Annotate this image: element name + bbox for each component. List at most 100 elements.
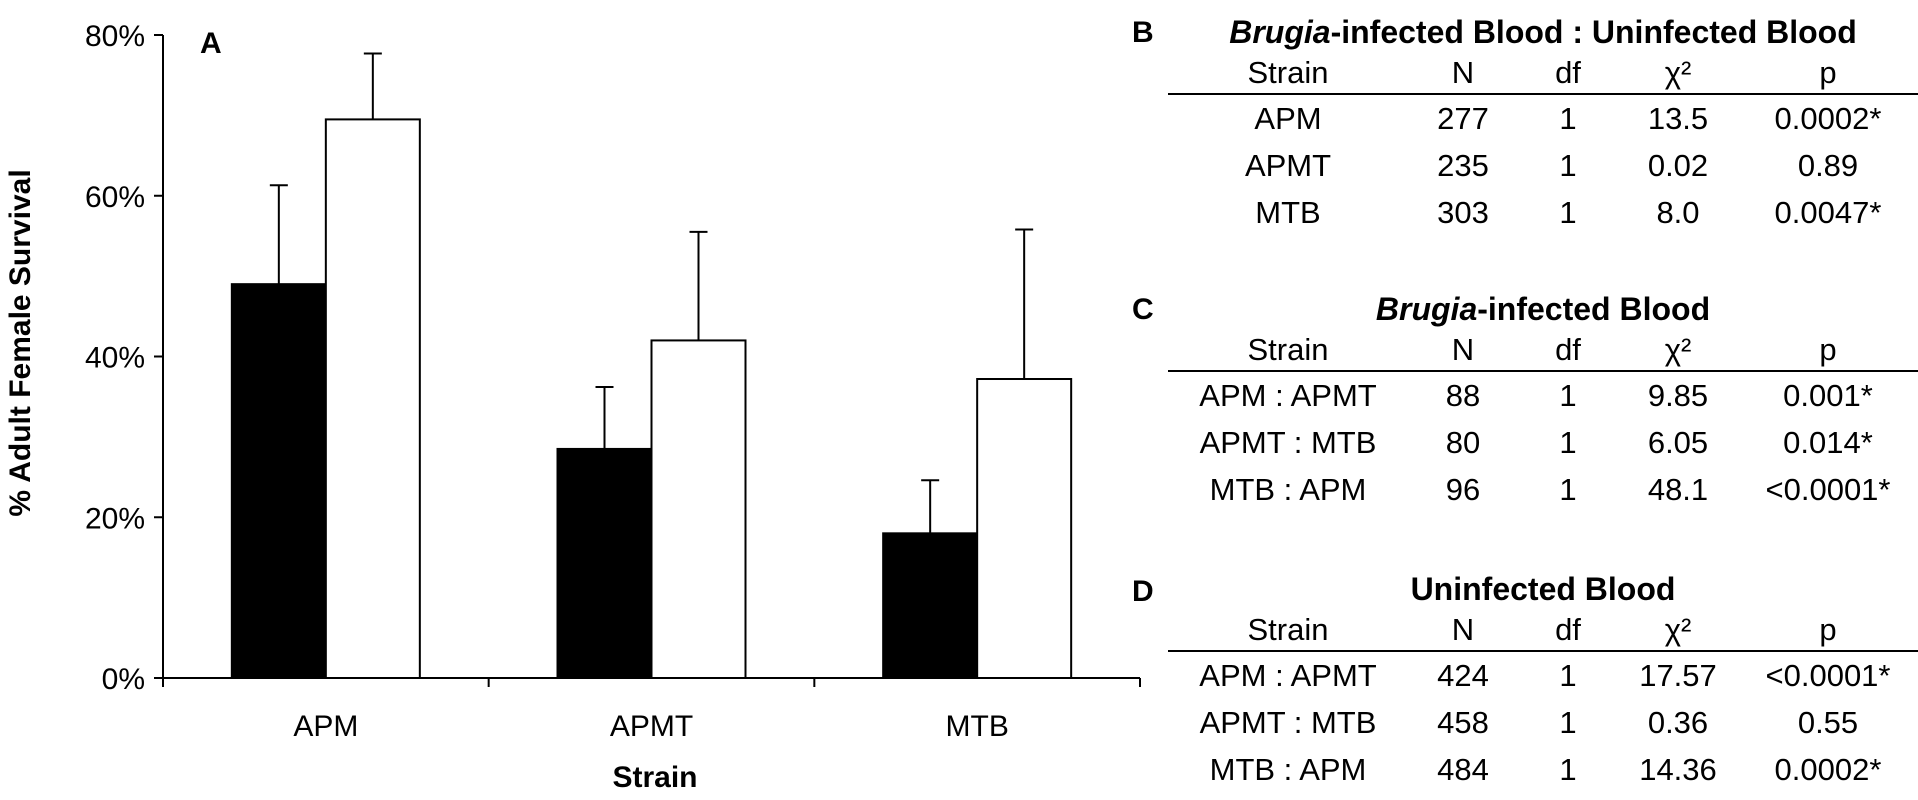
header-strain: Strain	[1168, 53, 1408, 95]
table-d-title: Uninfected Blood	[1168, 570, 1918, 608]
table-d-title-text: Uninfected Blood	[1410, 571, 1676, 607]
bar	[882, 532, 979, 680]
header-df: df	[1518, 53, 1618, 95]
table-row: MTB : APM 96 1 48.1 <0.0001*	[1168, 466, 1918, 513]
cell-df: 1	[1559, 705, 1577, 740]
header-p: p	[1738, 330, 1918, 372]
cell-strain: APMT	[1244, 148, 1332, 183]
cell-chi-square: 9.85	[1647, 378, 1709, 413]
x-axis-title: Strain	[612, 761, 697, 794]
table-c-title-text: -infected Blood	[1477, 291, 1711, 327]
header-df: df	[1518, 610, 1618, 652]
bars	[230, 52, 1073, 680]
cell-chi-square: 13.5	[1647, 101, 1709, 136]
cell-df: 1	[1559, 658, 1577, 693]
bar	[976, 378, 1073, 679]
panel-label-c: C	[1132, 293, 1154, 326]
cell-strain: MTB : APM	[1209, 752, 1367, 787]
header-df: df	[1518, 330, 1618, 372]
cell-chi-square: 0.36	[1647, 705, 1709, 740]
cell-strain: APMT : MTB	[1199, 705, 1377, 740]
table-row: MTB 303 1 8.0 0.0047*	[1168, 189, 1918, 236]
table-c-title-italic: Brugia	[1375, 291, 1478, 327]
cell-n: 424	[1437, 658, 1489, 693]
cell-n: 88	[1445, 378, 1481, 413]
table-row: APMT : MTB 458 1 0.36 0.55	[1168, 699, 1918, 746]
table-b-title: Brugia-infected Blood : Uninfected Blood	[1168, 13, 1918, 51]
x-axis: APM APMT MTB	[162, 677, 1141, 743]
header-chi-square: χ²	[1618, 610, 1738, 652]
table-header-row: Strain N df χ² p	[1168, 53, 1918, 95]
header-chi-square: χ²	[1618, 330, 1738, 372]
cell-n: 277	[1437, 101, 1489, 136]
panel-label-b: B	[1132, 16, 1154, 49]
table-c-grid: Strain N df χ² p APM : APMT 88 1 9.85 0.…	[1168, 330, 1918, 513]
x-tick-label: APM	[293, 710, 358, 743]
cell-n: 484	[1437, 752, 1489, 787]
y-axis-title: % Adult Female Survival	[4, 169, 37, 516]
cell-strain: MTB	[1255, 195, 1321, 230]
cell-chi-square: 0.02	[1647, 148, 1709, 183]
cell-p: 0.55	[1797, 705, 1859, 740]
cell-df: 1	[1559, 472, 1577, 507]
table-row: APM : APMT 88 1 9.85 0.001*	[1168, 371, 1918, 419]
cell-p: 0.0002*	[1774, 752, 1882, 787]
panel-label-a: A	[200, 27, 222, 60]
table-b-title-text: -infected Blood : Uninfected Blood	[1330, 14, 1857, 50]
table-row: APM : APMT 424 1 17.57 <0.0001*	[1168, 651, 1918, 699]
table-b-grid: Strain N df χ² p APM 277 1 13.5 0.0002* …	[1168, 53, 1918, 236]
cell-chi-square: 14.36	[1639, 752, 1717, 787]
x-tick-label: MTB	[946, 710, 1009, 743]
header-p: p	[1738, 53, 1918, 95]
cell-n: 458	[1437, 705, 1489, 740]
cell-n: 303	[1437, 195, 1489, 230]
bar	[650, 339, 747, 679]
y-tick-label: 60%	[85, 181, 145, 214]
bar	[324, 118, 421, 680]
cell-strain: APM : APMT	[1199, 658, 1377, 693]
header-n: N	[1408, 330, 1518, 372]
y-tick-label: 20%	[85, 502, 145, 535]
panel-label-d: D	[1132, 575, 1154, 608]
table-row: MTB : APM 484 1 14.36 0.0002*	[1168, 746, 1918, 793]
header-n: N	[1408, 610, 1518, 652]
table-c-title: Brugia-infected Blood	[1168, 290, 1918, 328]
cell-chi-square: 8.0	[1656, 195, 1700, 230]
cell-p: 0.0002*	[1774, 101, 1882, 136]
cell-n: 235	[1437, 148, 1489, 183]
table-header-row: Strain N df χ² p	[1168, 330, 1918, 372]
cell-chi-square: 17.57	[1639, 658, 1717, 693]
cell-p: 0.014*	[1783, 425, 1873, 460]
x-tick-label: APMT	[610, 710, 693, 743]
cell-df: 1	[1559, 195, 1577, 230]
cell-strain: APMT : MTB	[1199, 425, 1377, 460]
table-header-row: Strain N df χ² p	[1168, 610, 1918, 652]
table-row: APMT : MTB 80 1 6.05 0.014*	[1168, 419, 1918, 466]
table-b-title-italic: Brugia	[1229, 14, 1331, 50]
y-tick-label: 80%	[85, 20, 145, 53]
cell-p: <0.0001*	[1765, 472, 1891, 507]
bar	[230, 283, 327, 679]
cell-df: 1	[1559, 148, 1577, 183]
cell-n: 96	[1445, 472, 1481, 507]
cell-df: 1	[1559, 101, 1577, 136]
cell-p: 0.89	[1797, 148, 1859, 183]
cell-strain: MTB : APM	[1209, 472, 1367, 507]
cell-p: 0.001*	[1783, 378, 1873, 413]
cell-df: 1	[1559, 378, 1577, 413]
header-n: N	[1408, 53, 1518, 95]
header-strain: Strain	[1168, 330, 1408, 372]
cell-df: 1	[1559, 425, 1577, 460]
table-d-grid: Strain N df χ² p APM : APMT 424 1 17.57 …	[1168, 610, 1918, 793]
y-tick-label: 40%	[85, 342, 145, 375]
header-strain: Strain	[1168, 610, 1408, 652]
cell-n: 80	[1445, 425, 1481, 460]
y-axis: 0% 20% 40% 60% 80%	[85, 20, 164, 696]
y-tick-label: 0%	[102, 663, 145, 696]
cell-chi-square: 48.1	[1647, 472, 1709, 507]
cell-strain: APM	[1254, 101, 1322, 136]
table-row: APM 277 1 13.5 0.0002*	[1168, 94, 1918, 142]
cell-df: 1	[1559, 752, 1577, 787]
header-chi-square: χ²	[1618, 53, 1738, 95]
